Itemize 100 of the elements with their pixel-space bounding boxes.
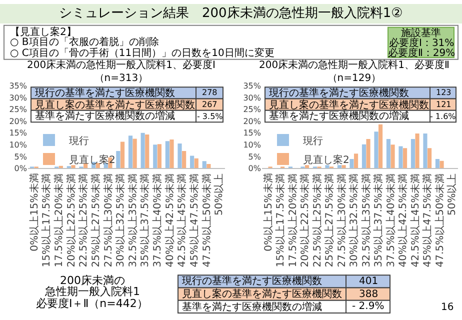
bar [350,159,354,168]
y-tick-label: 25% [243,105,262,114]
text: 必要度Ⅰ＋Ⅱ（n=442） [36,297,148,310]
bar [325,165,330,168]
x-tick-label: 47.5%以上50%未満 [200,173,213,268]
text: ○ C項目の「骨の手術（11日間）」の日数を10日間に変更 [10,47,274,59]
x-tick-label: 45%以上47.5%未満 [188,173,200,268]
x-tick-label: 17.5%以上20%未満 [53,173,66,268]
annotation: - 3.5% [197,112,224,121]
bar [194,158,198,168]
bar [304,165,310,168]
x-tick-label: 22.5%以上25%未満 [78,173,90,268]
x-tick-label: 27.5%以上30%未満 [336,173,348,268]
annotation: 見直し案の基準を満たす医療機関数 [269,99,429,111]
annotation: 123 [436,88,452,97]
text: 施設基準 [401,27,441,39]
x-tick-label: 40%以上42.5%未満 [397,173,410,268]
y-tick-label: 25% [9,105,28,114]
text: 必要度Ⅱ：29% [388,47,456,59]
x-tick-label: 25%以上27.5%未満 [90,173,102,268]
bar [440,160,444,168]
x-tick-label: 45%以上47.5%未満 [422,173,434,268]
text: - 2.9% [352,301,384,312]
x-tick-label: 25%以上27.5%未満 [324,173,336,268]
text: 388 [359,289,378,300]
text: シミュレーション結果 200床未満の急性期一般入院料1② [59,6,403,21]
annotation: 現行の基準を満たす医療機関数 [35,87,175,99]
annotation: 基準を満たす医療機関数の増減 [269,110,409,122]
annotation: 現行の基準を満たす医療機関数 [269,87,409,99]
bar [398,146,403,168]
y-tick-label: 30% [9,93,28,102]
x-tick-label: 35%以上37.5%未満 [372,173,385,268]
text: 基準を満たす医療機関数の増減 [182,301,322,313]
bar [190,156,194,168]
annotation: 267 [202,100,218,109]
x-tick-label: 42.5%以上45%未満 [409,173,422,268]
bar [415,134,420,168]
annotation: 見直し案の基準を満たす医療機関数 [35,99,195,111]
y-tick-label: 35% [243,81,262,90]
text: 401 [359,276,378,287]
bar [386,138,391,168]
legend-label: 現行 [69,136,89,147]
x-tick-label: 30%以上32.5%未満 [114,173,127,268]
bar [132,138,137,168]
x-tick-label: 32.5%以上35%未満 [126,173,139,268]
bar [374,132,378,168]
bar [410,138,416,168]
annotation: 278 [202,88,218,97]
bar [140,132,145,168]
annotation: - 1.6% [430,112,456,121]
bar [435,159,440,168]
legend-label: 見直し案2 [303,154,350,166]
x-tick-label: 17.5%以上20%未満 [286,173,299,268]
bar [71,165,76,168]
x-tick-label: 35%以上37.5%未満 [139,173,152,268]
bar [145,134,150,168]
text: 急性期一般入院料1 [44,285,140,298]
bar [153,144,158,168]
bar [342,165,346,168]
text: 現行の基準を満たす医療機関数 [182,275,322,287]
text: 16 [441,302,454,313]
x-tick-label: 40%以上42.5%未満 [164,173,176,268]
x-tick-label: 27.5%以上30%未満 [102,173,114,268]
y-tick-label: 15% [9,128,28,138]
x-tick-label: 50%以上 [213,173,226,216]
x-tick-label: 0%以上15%未満 [262,173,274,252]
text: ○ B項目の「衣服の着脱」の削除 [10,36,159,48]
x-tick-label: 50%以上 [446,173,458,216]
bar [354,154,358,168]
chart-title: 200床未満の急性期一般入院料1、必要度Ⅰ（n=313） [27,59,216,84]
bar [337,165,342,168]
bar [157,144,162,168]
y-tick-label: 20% [9,116,28,126]
bar [402,148,408,168]
bar [128,136,133,168]
x-tick-label: 0%以上15%未満 [28,173,40,252]
y-tick-label: 10% [9,140,28,150]
bar [116,151,120,168]
x-tick-label: 20%以上22.5%未満 [65,173,78,268]
y-tick-label: 5% [248,152,262,162]
bar [178,143,182,168]
text: 必要度Ⅰ：31% [389,37,454,49]
bar [206,164,211,168]
text: 200床未満の [60,274,125,287]
y-tick-label: 0% [14,164,28,174]
y-tick-label: 5% [14,152,28,162]
bar [120,142,125,168]
legend-label: 現行 [303,136,323,147]
y-tick-label: 0% [248,164,262,174]
annotation: 121 [436,100,452,109]
x-tick-label: 15%以上17.5%未満 [274,173,287,268]
bar [378,124,383,168]
bar [390,144,395,168]
bar [165,141,170,168]
x-tick-label: 37.5%以上40%未満 [384,173,397,268]
x-tick-label: 22.5%以上25%未満 [311,173,324,268]
x-tick-label: 20%以上22.5%未満 [299,173,312,268]
bar [170,139,174,168]
y-tick-label: 20% [243,116,262,126]
bar [423,134,428,168]
